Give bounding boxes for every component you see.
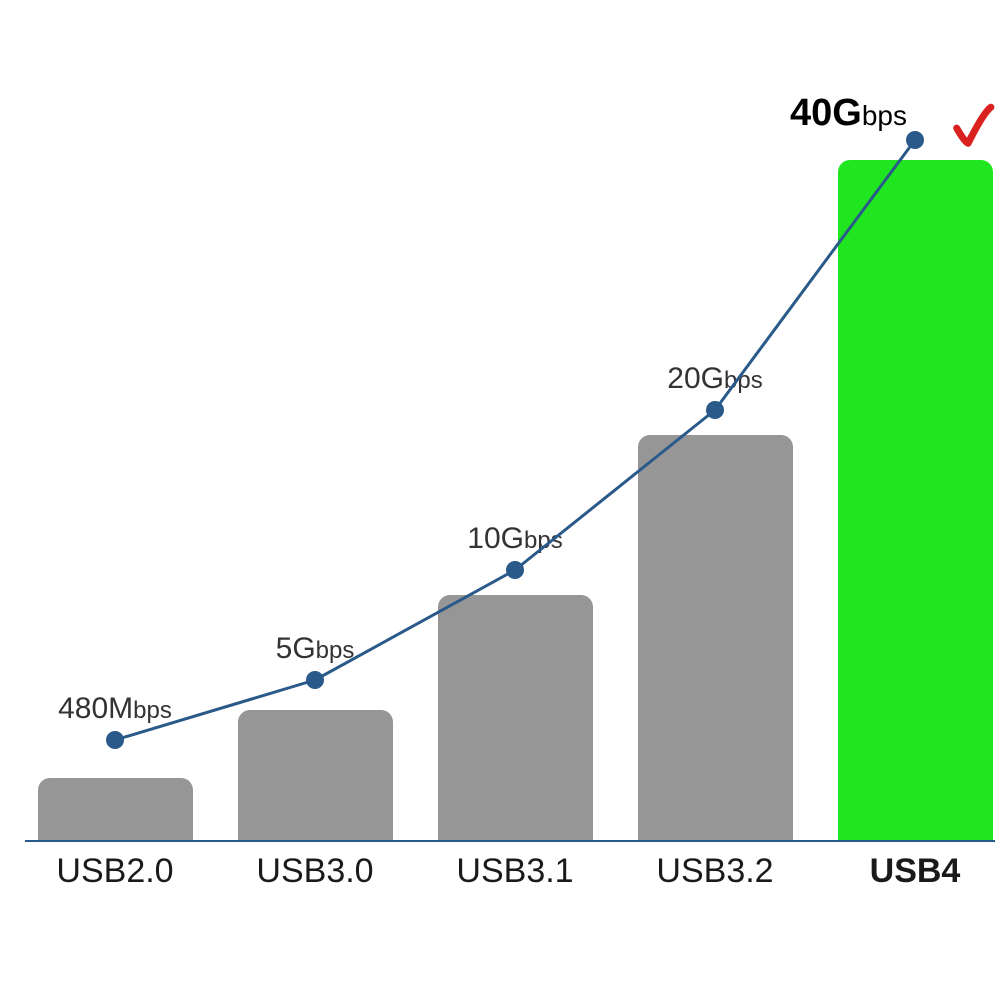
category-label: USB3.1 xyxy=(415,852,615,891)
category-label: USB3.2 xyxy=(615,852,815,891)
value-label: 480Mbps xyxy=(5,692,225,726)
category-label: USB4 xyxy=(815,852,1000,891)
data-marker xyxy=(506,561,524,579)
data-marker xyxy=(106,731,124,749)
value-label: 5Gbps xyxy=(205,632,425,666)
value-label: 10Gbps xyxy=(405,522,625,556)
bar-usb30 xyxy=(238,710,393,840)
category-label: USB3.0 xyxy=(215,852,415,891)
bar-usb20 xyxy=(38,778,193,840)
data-marker xyxy=(706,401,724,419)
value-label: 40Gbps xyxy=(790,92,1000,135)
x-axis-line xyxy=(25,840,995,842)
data-marker xyxy=(306,671,324,689)
bar-usb31 xyxy=(438,595,593,840)
usb-speed-chart: USB2.0 480Mbps USB3.0 5Gbps USB3.1 10Gbps USB3… xyxy=(0,0,1000,1000)
category-label: USB2.0 xyxy=(15,852,215,891)
bar-usb4 xyxy=(838,160,993,840)
value-label: 20Gbps xyxy=(605,362,825,396)
bar-usb32 xyxy=(638,435,793,840)
